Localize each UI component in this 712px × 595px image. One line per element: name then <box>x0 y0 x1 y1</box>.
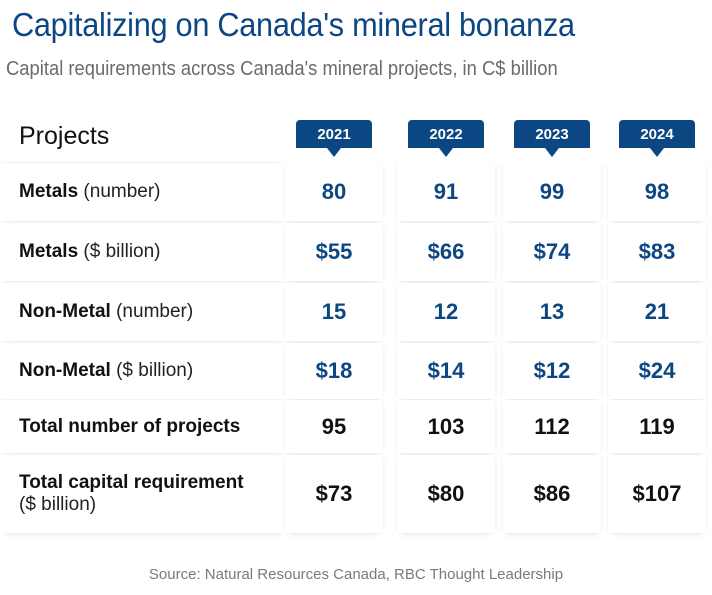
source-note: Source: Natural Resources Canada, RBC Th… <box>148 566 564 583</box>
row-label: Metals ($ billion) <box>0 223 287 281</box>
row-label-name: Metals <box>19 241 79 262</box>
row-label-unit: ($ billion) <box>78 241 161 262</box>
table-cell: $66 <box>397 223 495 281</box>
table-cell: $18 <box>285 343 383 399</box>
year-column: 2024 98 $83 21 $24 119 $107 <box>608 120 706 533</box>
table-cell: $83 <box>608 223 706 281</box>
row-label: Metals (number) <box>0 163 287 221</box>
row-label-unit: ($ billion) <box>110 360 194 381</box>
row-label-unit: (number) <box>78 181 161 202</box>
row-label-unit: ($ billion) <box>19 494 97 515</box>
row-label: Total capital requirement ($ billion) <box>0 455 287 533</box>
row-label: Non-Metal ($ billion) <box>0 343 287 399</box>
table-cell: $14 <box>397 343 495 399</box>
row-label-name: Non-Metal <box>19 301 111 322</box>
table-cell: 98 <box>608 163 706 221</box>
row-label-name: Metals <box>19 181 79 202</box>
row-label-name: Non-Metal <box>19 360 111 381</box>
year-header: 2022 <box>408 120 484 157</box>
chart-subtitle: Capital requirements across Canada's min… <box>6 58 558 80</box>
row-label: Total number of projects <box>0 400 287 453</box>
row-label-name: Total capital requirement <box>19 472 244 493</box>
table-cell: 21 <box>608 283 706 341</box>
table-cell: $107 <box>608 455 706 533</box>
table-cell: 95 <box>285 400 383 453</box>
table-cell: 12 <box>397 283 495 341</box>
row-label: Non-Metal (number) <box>0 283 287 341</box>
table-cell: $74 <box>503 223 601 281</box>
table-cell: 103 <box>397 400 495 453</box>
year-header: 2021 <box>296 120 372 157</box>
year-header: 2024 <box>619 120 695 157</box>
table-cell: $86 <box>503 455 601 533</box>
table-cell: 13 <box>503 283 601 341</box>
table-cell: 15 <box>285 283 383 341</box>
table-cell: 119 <box>608 400 706 453</box>
table-cell: 112 <box>503 400 601 453</box>
chart-title: Capitalizing on Canada's mineral bonanza <box>12 6 575 43</box>
table-cell: $80 <box>397 455 495 533</box>
table-cell: 99 <box>503 163 601 221</box>
row-label-column: Projects <box>0 110 285 162</box>
table-cell: 80 <box>285 163 383 221</box>
table-cell: 91 <box>397 163 495 221</box>
table-cell: $73 <box>285 455 383 533</box>
table-cell: $55 <box>285 223 383 281</box>
year-column: 2022 91 $66 12 $14 103 $80 <box>397 120 495 533</box>
table-cell: $12 <box>503 343 601 399</box>
table-cell: $24 <box>608 343 706 399</box>
year-column: 2023 99 $74 13 $12 112 $86 <box>503 120 601 533</box>
row-label-name: Total number of projects <box>19 415 241 437</box>
year-column: 2021 80 $55 15 $18 95 $73 <box>285 120 383 533</box>
row-label-unit: (number) <box>110 301 194 322</box>
year-header: 2023 <box>514 120 590 157</box>
row-header: Projects <box>0 110 285 162</box>
